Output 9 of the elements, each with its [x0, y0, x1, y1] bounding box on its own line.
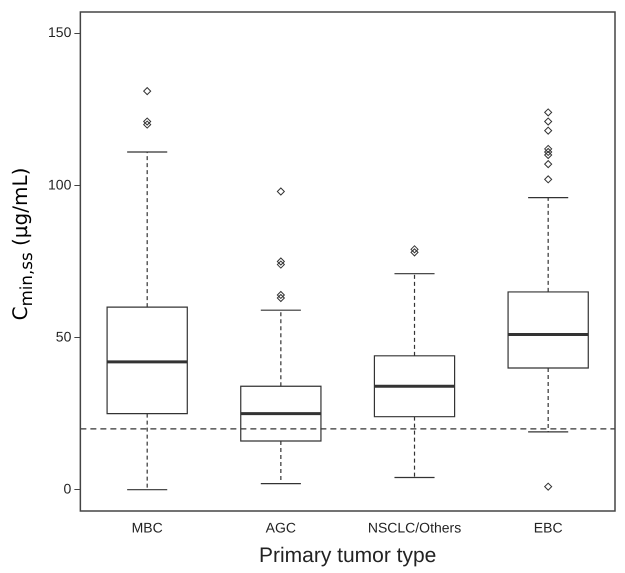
- y-tick-label: 150: [48, 24, 72, 40]
- y-tick-label: 0: [64, 480, 72, 497]
- x-tick-label: EBC: [534, 519, 563, 536]
- y-tick-label: 50: [56, 328, 72, 344]
- x-axis-title: Primary tumor type: [258, 544, 436, 568]
- x-tick-label: NSCLC/Others: [368, 519, 462, 536]
- y-tick-label: 100: [48, 176, 72, 192]
- x-tick-label: AGC: [266, 519, 296, 536]
- x-tick-label: MBC: [132, 519, 163, 536]
